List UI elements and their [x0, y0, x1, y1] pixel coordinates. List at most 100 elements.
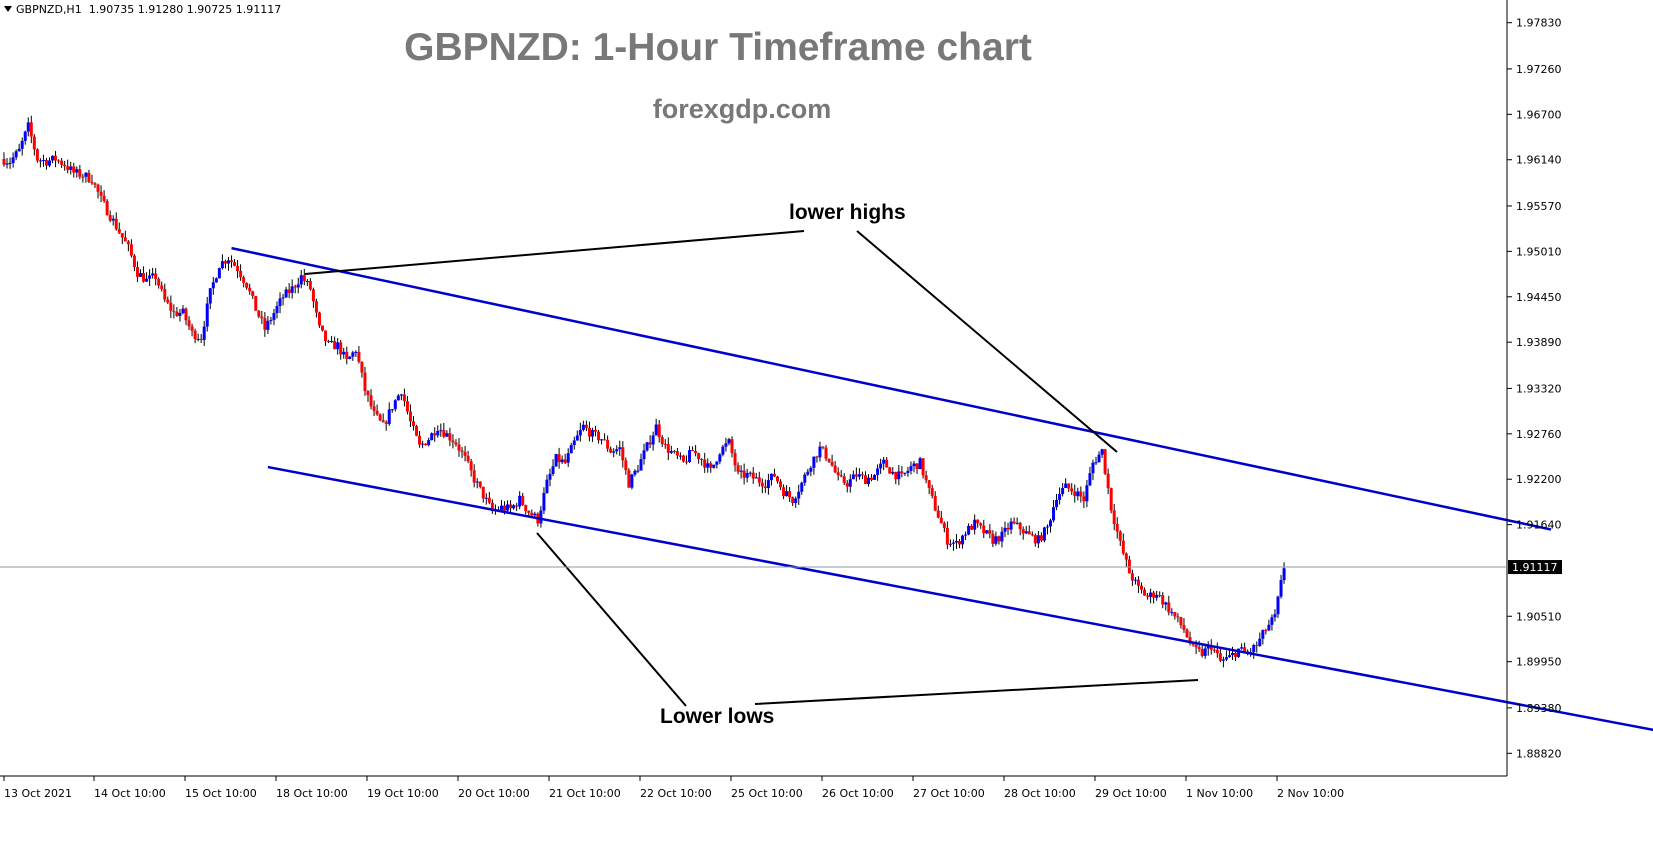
candle-body: [20, 140, 24, 149]
candle-body: [348, 356, 352, 359]
candle-body: [63, 164, 67, 167]
candle-body: [469, 461, 473, 471]
candle-body: [842, 476, 846, 484]
candle: [891, 467, 895, 476]
candle-body: [418, 435, 422, 445]
candle-body: [800, 482, 804, 492]
candle-body: [803, 474, 807, 483]
candle: [857, 468, 861, 480]
candle-body: [915, 463, 919, 470]
candle-body: [436, 430, 440, 436]
candle-body: [166, 299, 170, 303]
candle: [985, 529, 989, 535]
candle-body: [296, 284, 300, 288]
candle: [60, 158, 64, 168]
candle: [700, 458, 704, 466]
candle-body: [691, 450, 695, 452]
candle-body: [1103, 449, 1107, 474]
candle-body: [1027, 531, 1031, 535]
candle: [809, 466, 813, 477]
candle: [1185, 628, 1189, 638]
candle: [199, 334, 203, 344]
dropdown-triangle-icon[interactable]: [4, 6, 12, 12]
candle: [1070, 483, 1074, 496]
y-tick-label: 1.95570: [1516, 200, 1562, 213]
candle: [72, 162, 76, 178]
candle: [145, 272, 149, 282]
candle-body: [1218, 653, 1222, 661]
candle: [354, 350, 358, 357]
candle: [982, 519, 986, 539]
candle: [812, 456, 816, 475]
candle: [521, 492, 525, 506]
candle: [851, 470, 855, 480]
y-tick-label: 1.97260: [1516, 63, 1562, 76]
candle: [724, 437, 728, 452]
candle: [123, 230, 127, 242]
candle-body: [609, 448, 613, 453]
candle-body: [642, 450, 646, 460]
candle: [606, 435, 610, 452]
candle-body: [120, 233, 124, 238]
candle-body: [551, 466, 555, 474]
candle-body: [997, 536, 1001, 542]
candle: [478, 481, 482, 489]
candle: [818, 441, 822, 462]
candle: [660, 434, 664, 447]
candle: [830, 454, 834, 467]
candle-body: [11, 157, 15, 164]
candle-body: [788, 491, 792, 498]
candle-body: [35, 149, 39, 161]
candle: [772, 468, 776, 478]
candle: [1267, 619, 1271, 632]
candle-body: [202, 326, 206, 340]
candle-body: [882, 459, 886, 464]
candle: [402, 388, 406, 407]
candle-body: [78, 169, 82, 177]
candle-body: [451, 440, 455, 443]
candle-body: [1076, 491, 1080, 497]
candle-body: [930, 487, 934, 496]
candle-body: [918, 458, 922, 470]
candle: [372, 400, 376, 417]
candle-body: [672, 451, 676, 453]
candle: [806, 468, 810, 476]
candle-body: [1106, 473, 1110, 489]
candle: [202, 320, 206, 346]
candle-body: [1061, 487, 1065, 494]
candle-body: [105, 200, 109, 216]
candle-body: [239, 271, 243, 278]
candle-body: [645, 442, 649, 451]
candle-body: [448, 433, 452, 441]
candle-body: [712, 464, 716, 468]
candle: [636, 465, 640, 474]
candle-body: [1221, 659, 1225, 661]
candle-body: [909, 466, 913, 471]
candle-body: [366, 390, 370, 396]
candle-body: [1009, 521, 1013, 530]
candle-body: [709, 463, 713, 468]
candle-body: [99, 191, 103, 196]
candle-body: [1197, 647, 1201, 649]
candle: [524, 504, 528, 515]
candle: [260, 310, 264, 324]
candle-body: [1012, 521, 1016, 524]
candle-body: [245, 282, 249, 288]
candle-body: [924, 475, 928, 481]
candle: [994, 531, 998, 546]
candle: [530, 509, 534, 517]
candle: [278, 292, 282, 314]
candle-body: [942, 523, 946, 528]
candle-body: [578, 429, 582, 436]
candle-body: [921, 458, 925, 476]
candle: [991, 530, 995, 548]
candle-body: [412, 421, 415, 427]
candle: [1234, 652, 1238, 661]
candle-body: [381, 420, 385, 423]
candle: [1045, 524, 1049, 535]
candle: [1273, 609, 1277, 622]
candle: [1240, 643, 1244, 650]
candle-body: [1133, 579, 1137, 581]
candle: [93, 182, 97, 189]
candle-body: [706, 463, 710, 468]
